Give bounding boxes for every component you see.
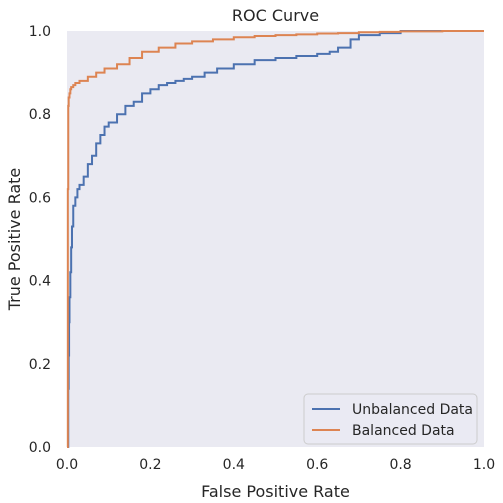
y-tick-label: 1.0 bbox=[29, 24, 51, 40]
legend-box bbox=[303, 393, 478, 445]
x-tick-label: 0.2 bbox=[139, 457, 161, 473]
x-tick-label: 0.8 bbox=[389, 457, 411, 473]
series-lines bbox=[66, 30, 484, 448]
chart-title: ROC Curve bbox=[232, 6, 319, 25]
legend: Unbalanced Data Balanced Data bbox=[303, 393, 478, 445]
y-tick-label: 0.8 bbox=[29, 107, 51, 123]
y-tick-label: 0.0 bbox=[29, 440, 51, 456]
legend-label-unbalanced: Unbalanced Data bbox=[352, 402, 473, 418]
y-ticks: 0.0 0.2 0.4 0.6 0.8 1.0 bbox=[29, 24, 51, 456]
x-ticks: 0.0 0.2 0.4 0.6 0.8 1.0 bbox=[56, 457, 495, 473]
y-tick-label: 0.2 bbox=[29, 357, 51, 373]
series-line-balanced bbox=[66, 30, 484, 448]
y-tick-label: 0.6 bbox=[29, 190, 51, 206]
x-axis-label: False Positive Rate bbox=[201, 482, 350, 501]
y-tick-label: 0.4 bbox=[29, 274, 51, 290]
legend-label-balanced: Balanced Data bbox=[352, 423, 455, 439]
y-axis-label: True Positive Rate bbox=[5, 168, 24, 312]
plot-area bbox=[67, 31, 484, 447]
x-tick-label: 0.6 bbox=[306, 457, 328, 473]
x-tick-label: 1.0 bbox=[473, 457, 495, 473]
series-line-unbalanced bbox=[67, 30, 484, 448]
x-tick-label: 0.0 bbox=[56, 457, 78, 473]
x-tick-label: 0.4 bbox=[223, 457, 245, 473]
